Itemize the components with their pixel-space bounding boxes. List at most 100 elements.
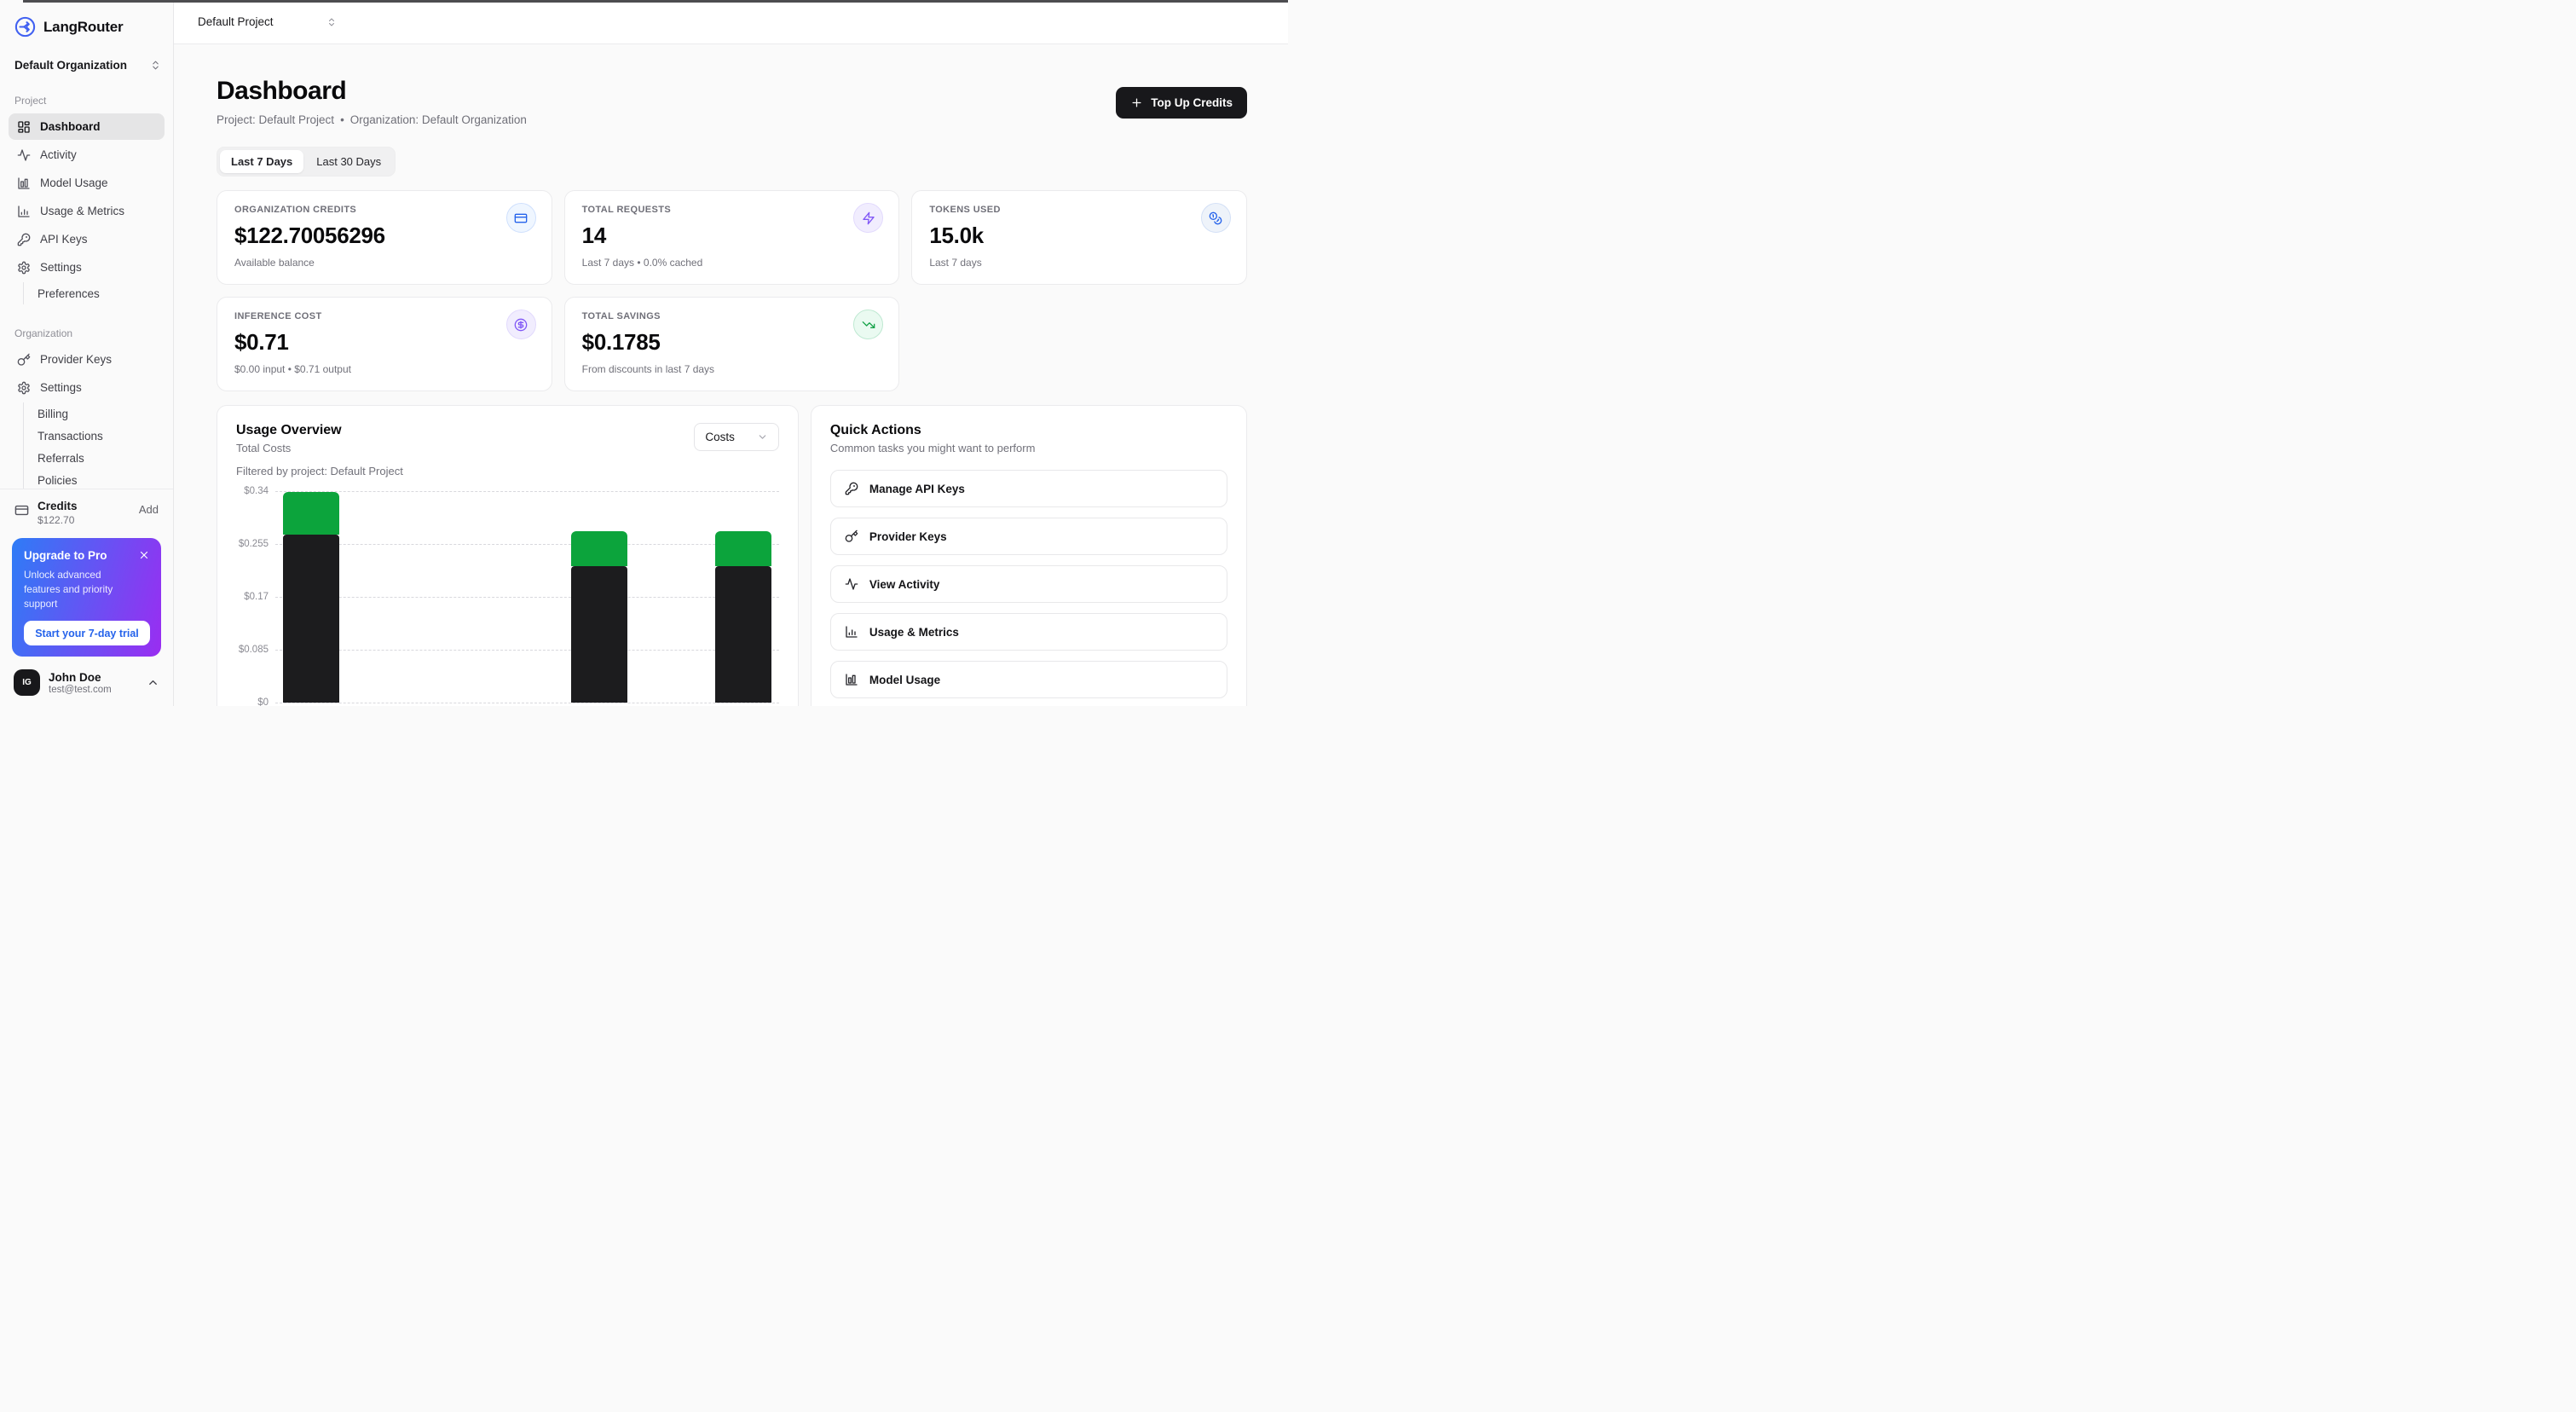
sidebar-item-activity[interactable]: Activity (9, 142, 165, 168)
sidebar-item-label: Settings (40, 261, 82, 274)
sidebar-item-policies[interactable]: Policies (24, 469, 165, 489)
trending-down-icon (853, 310, 884, 339)
circle-dollar-icon (505, 310, 536, 339)
top-up-credits-button[interactable]: Top Up Credits (1116, 87, 1247, 119)
chart-column (635, 491, 707, 703)
chart-column (275, 491, 347, 703)
bar-segment-cost (283, 535, 340, 703)
chart-column-icon (845, 625, 858, 639)
chart-plot (275, 491, 779, 703)
quick-action-manage-api-keys[interactable]: Manage API Keys (829, 470, 1227, 507)
sidebar-item-settings[interactable]: Settings (9, 254, 165, 281)
sidebar-item-transactions[interactable]: Transactions (24, 425, 165, 447)
credit-card-icon (505, 203, 536, 233)
sidebar-item-billing[interactable]: Billing (24, 402, 165, 425)
bar-segment-savings (570, 530, 627, 566)
sidebar-item-preferences[interactable]: Preferences (24, 282, 165, 304)
sidebar-item-api-keys[interactable]: API Keys (9, 226, 165, 252)
sidebar-item-referrals[interactable]: Referrals (24, 447, 165, 469)
stat-subtext: From discounts in last 7 days (581, 363, 715, 375)
sidebar-item-label: Settings (40, 381, 82, 394)
tab-last-30-days[interactable]: Last 30 Days (305, 150, 392, 173)
close-icon[interactable] (138, 549, 150, 561)
quick-action-view-activity[interactable]: View Activity (829, 565, 1227, 603)
chart-column (419, 491, 491, 703)
sidebar-bottom: Credits $122.70 Add Upgrade to Pro Unloc… (0, 488, 173, 706)
bar-segment-savings (283, 492, 340, 535)
org-selector[interactable]: Default Organization (14, 59, 161, 72)
bar-segment-savings (714, 530, 771, 566)
organization-label: Organization: Default Organization (349, 113, 527, 126)
quick-action-label: Usage & Metrics (869, 625, 959, 639)
usage-overview-title: Usage Overview (236, 423, 342, 437)
dashboard-icon (17, 120, 31, 134)
chevrons-up-down-icon (150, 60, 161, 71)
user-menu[interactable]: IG John Doe test@test.com (12, 668, 161, 697)
quick-actions-list: Manage API Keys Provider Keys View Activ… (829, 470, 1227, 698)
y-axis-tick: $0 (257, 697, 269, 706)
app-name: LangRouter (43, 18, 124, 35)
topbar: Default Project (174, 0, 1288, 44)
route-split-icon (14, 16, 36, 38)
bar-segment-cost (570, 565, 627, 703)
user-email: test@test.com (49, 684, 112, 695)
stat-value: $122.70056296 (234, 223, 385, 248)
y-axis-tick: $0.085 (238, 645, 269, 655)
metric-select-value: Costs (705, 431, 735, 443)
sidebar-item-provider-keys[interactable]: Provider Keys (9, 346, 165, 373)
plus-icon (1130, 96, 1143, 109)
upgrade-description: Unlock advanced features and priority su… (24, 568, 113, 610)
credit-card-icon (14, 503, 29, 518)
chevron-up-icon (147, 676, 159, 689)
quick-action-model-usage[interactable]: Model Usage (829, 661, 1227, 698)
project-section-label: Project (14, 95, 47, 107)
stat-subtext: Last 7 days • 0.0% cached (581, 257, 703, 269)
usage-overview-panel: Usage Overview Total Costs Costs Filtere… (217, 405, 799, 706)
key-round-icon (17, 233, 31, 246)
stat-card-inference-cost: INFERENCE COST $0.71 $0.00 input • $0.71… (217, 297, 552, 391)
upgrade-title: Upgrade to Pro (24, 548, 107, 562)
y-axis-tick: $0.255 (238, 539, 269, 549)
chart-column (347, 491, 419, 703)
bar-chart-icon (17, 176, 31, 190)
quick-action-label: View Activity (869, 577, 940, 591)
stat-value: 14 (581, 223, 607, 248)
quick-action-label: Model Usage (869, 673, 941, 686)
page-title: Dashboard (217, 77, 347, 105)
project-label: Project: Default Project (217, 113, 335, 126)
stat-card-organization-credits: ORGANIZATION CREDITS $122.70056296 Avail… (217, 190, 552, 285)
tab-last-7-days[interactable]: Last 7 Days (220, 150, 304, 173)
quick-action-usage-metrics[interactable]: Usage & Metrics (829, 613, 1227, 651)
quick-action-provider-keys[interactable]: Provider Keys (829, 518, 1227, 555)
start-trial-button[interactable]: Start your 7-day trial (24, 621, 150, 645)
stat-subtext: Last 7 days (929, 257, 982, 269)
stat-label: TOKENS USED (929, 205, 1001, 215)
usage-overview-subtitle: Total Costs (236, 442, 292, 454)
sidebar-item-model-usage[interactable]: Model Usage (9, 170, 165, 196)
date-range-tabs: Last 7 Days Last 30 Days (217, 147, 396, 176)
y-axis-tick: $0.34 (244, 486, 269, 496)
project-selector[interactable]: Default Project (198, 15, 337, 28)
sidebar-nav: Project Dashboard Activity Model Usage U… (0, 72, 173, 489)
metric-select[interactable]: Costs (694, 423, 779, 451)
dashboard-content: Dashboard Project: Default Project • Organ… (174, 44, 1288, 706)
quick-actions-title: Quick Actions (829, 423, 921, 437)
bar-chart-icon (845, 673, 858, 686)
sidebar-item-org-settings[interactable]: Settings (9, 374, 165, 401)
credits-label: Credits (38, 499, 78, 512)
sidebar-item-label: Policies (38, 473, 78, 487)
organization-section-label: Organization (14, 327, 73, 339)
bar-segment-cost (714, 565, 771, 703)
quick-actions-panel: Quick Actions Common tasks you might wan… (810, 405, 1247, 706)
sidebar-item-usage-metrics[interactable]: Usage & Metrics (9, 198, 165, 224)
stats-grid-empty-cell (911, 297, 1247, 391)
stat-value: $0.71 (234, 329, 289, 355)
add-credits-button[interactable]: Add (139, 500, 159, 516)
key-icon (845, 530, 858, 543)
coins-icon (1200, 203, 1231, 233)
chart-column (707, 491, 778, 703)
sidebar-item-dashboard[interactable]: Dashboard (9, 113, 165, 140)
page-subtitle: Project: Default Project • Organization: D… (217, 113, 527, 126)
chart-column-icon (17, 205, 31, 218)
filter-note: Filtered by project: Default Project (236, 465, 403, 477)
